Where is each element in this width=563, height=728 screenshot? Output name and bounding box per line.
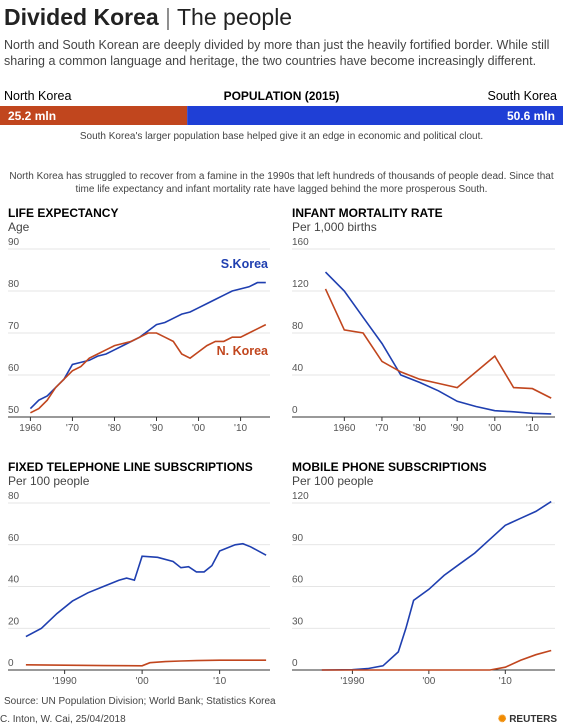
- line: [29, 281, 266, 410]
- x-tick-label: '10: [499, 676, 512, 687]
- y-tick-label: 160: [292, 237, 309, 248]
- bar: [187, 106, 563, 125]
- y-tick-label: 60: [8, 363, 20, 374]
- line: [324, 288, 552, 399]
- title: Divided Korea: [4, 4, 159, 30]
- credit: C. Inton, W. Cai, 25/04/2018: [0, 714, 126, 725]
- y-tick-label: 40: [292, 363, 304, 374]
- x-tick-label: '1990: [340, 676, 365, 687]
- x-tick-label: '70: [375, 423, 388, 434]
- chart-subtitle: Per 100 people: [292, 474, 374, 488]
- x-tick-label: '80: [413, 423, 426, 434]
- series-label: N. Korea: [217, 344, 269, 358]
- legend-label: North Korea: [4, 89, 71, 103]
- brand: ✺ REUTERS: [498, 714, 557, 725]
- line: [30, 323, 267, 414]
- y-tick-label: 80: [8, 279, 20, 290]
- source: Source: UN Population Division; World Ba…: [4, 696, 276, 707]
- y-tick-label: 120: [292, 279, 309, 290]
- y-tick-label: 20: [8, 616, 20, 627]
- y-tick-label: 70: [8, 321, 20, 332]
- x-tick-label: 1960: [333, 423, 356, 434]
- x-tick-label: '00: [136, 676, 149, 687]
- y-tick-label: 80: [292, 321, 304, 332]
- y-tick-label: 0: [292, 405, 298, 416]
- x-tick-label: '90: [451, 423, 464, 434]
- chart-subtitle: Per 100 people: [8, 474, 90, 488]
- series-label: S.Korea: [221, 257, 269, 271]
- x-tick-label: '00: [488, 423, 501, 434]
- bar-title: POPULATION (2015): [224, 89, 340, 103]
- x-tick-label: '70: [66, 423, 79, 434]
- chart-title: MOBILE PHONE SUBSCRIPTIONS: [292, 460, 487, 474]
- brand-text: REUTERS: [509, 714, 557, 725]
- x-tick-label: 1960: [19, 423, 42, 434]
- y-tick-label: 40: [8, 575, 20, 586]
- x-tick-label: '10: [234, 423, 247, 434]
- chart-title: LIFE EXPECTANCY: [8, 206, 118, 220]
- y-tick-label: 0: [292, 658, 298, 669]
- x-tick-label: '10: [213, 676, 226, 687]
- line: [321, 649, 552, 671]
- title-suffix: The people: [177, 4, 293, 30]
- x-tick-label: '90: [150, 423, 163, 434]
- x-tick-label: '00: [192, 423, 205, 434]
- chart-title: FIXED TELEPHONE LINE SUBSCRIPTIONS: [8, 460, 253, 474]
- chart-subtitle: Per 1,000 births: [292, 220, 377, 234]
- header: Divided Korea | The people: [4, 4, 293, 30]
- note: North Korea has struggled to recover fro…: [9, 171, 554, 195]
- y-tick-label: 90: [292, 533, 304, 544]
- population-caption: South Korea's larger population base hel…: [79, 131, 484, 142]
- y-tick-label: 90: [8, 237, 20, 248]
- x-tick-label: '10: [526, 423, 539, 434]
- line: [321, 500, 552, 671]
- chart-title: INFANT MORTALITY RATE: [292, 206, 443, 220]
- x-tick-label: '80: [108, 423, 121, 434]
- y-tick-label: 120: [292, 491, 309, 502]
- y-tick-label: 60: [8, 533, 20, 544]
- chart-subtitle: Age: [8, 220, 30, 234]
- intro: North and South Korean are deeply divide…: [4, 38, 550, 68]
- y-tick-label: 80: [8, 491, 20, 502]
- x-tick-label: '00: [422, 676, 435, 687]
- value-label: 25.2 mln: [8, 109, 56, 123]
- line: [324, 271, 552, 415]
- x-tick-label: '1990: [53, 676, 78, 687]
- line: [25, 542, 267, 638]
- line: [25, 659, 267, 667]
- value-label: 50.6 mln: [507, 109, 555, 123]
- y-tick-label: 50: [8, 405, 20, 416]
- y-tick-label: 60: [292, 575, 304, 586]
- y-tick-label: 30: [292, 616, 304, 627]
- legend-label: South Korea: [488, 89, 558, 103]
- y-tick-label: 0: [8, 658, 14, 669]
- bar: [0, 106, 188, 125]
